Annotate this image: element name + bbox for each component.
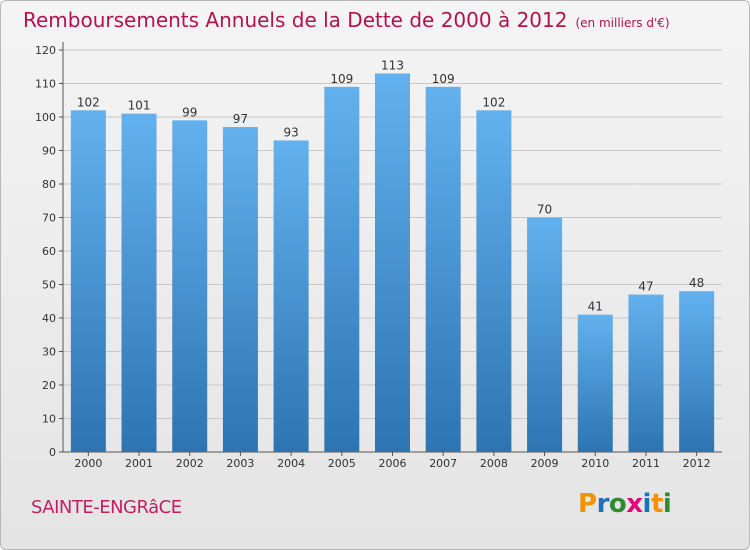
- bar-value-label: 70: [537, 203, 552, 217]
- axes: 0 10 20 30 40 50 60 70 80 90 100 110 120 2000 2001 2002…: [35, 42, 722, 470]
- y-tick-label: 0: [49, 446, 56, 459]
- logo-letter: o: [608, 489, 627, 519]
- y-tick-label: 60: [42, 245, 56, 258]
- y-tick-label: 120: [35, 44, 56, 57]
- x-tick-label: 2008: [480, 457, 508, 470]
- bar: [628, 294, 664, 452]
- bar-value-label: 101: [128, 99, 151, 113]
- bar-value-label: 102: [77, 95, 100, 109]
- bar: [324, 86, 360, 452]
- bar-value-label: 48: [689, 276, 704, 290]
- bar: [273, 140, 309, 452]
- y-tick-label: 10: [42, 413, 56, 426]
- bar: [527, 217, 563, 452]
- commune-name: SAINTE-ENGRâCE: [31, 497, 182, 518]
- y-tick-label: 100: [35, 111, 56, 124]
- x-tick-label: 2010: [581, 457, 609, 470]
- y-tick-label: 70: [42, 212, 56, 225]
- x-tick-label: 2003: [226, 457, 254, 470]
- bar: [577, 314, 613, 452]
- bar-value-label: 113: [381, 58, 404, 72]
- logo-letter: i: [642, 489, 652, 519]
- y-tick-label: 110: [35, 78, 56, 91]
- bar: [172, 120, 208, 452]
- bar-value-label: 97: [233, 112, 248, 126]
- bar-value-label: 99: [182, 105, 197, 119]
- bars: [70, 73, 715, 453]
- y-tick-label: 80: [42, 178, 56, 191]
- bar: [425, 86, 461, 452]
- logo-letter: r: [596, 489, 610, 519]
- logo-letter: x: [626, 489, 643, 519]
- x-tick-label: 2002: [176, 457, 204, 470]
- bar: [222, 127, 258, 453]
- x-tick-label: 2007: [429, 457, 457, 470]
- proxiti-logo[interactable]: Proxiti: [578, 489, 672, 519]
- x-tick-label: 2009: [531, 457, 559, 470]
- chart-title: Remboursements Annuels de la Dette de 20…: [23, 8, 670, 32]
- x-tick-label: 2001: [125, 457, 153, 470]
- y-tick-label: 50: [42, 279, 56, 292]
- data-labels: 102 101 99 97 93 109 113 109 102 70 41 47 48: [77, 58, 704, 313]
- bar-value-label: 93: [283, 125, 298, 139]
- logo-letter: t: [650, 489, 663, 519]
- bar-value-label: 109: [432, 72, 455, 86]
- bar-value-label: 41: [588, 300, 603, 314]
- logo-letter: i: [662, 489, 672, 519]
- bar: [679, 291, 715, 452]
- chart-title-text: Remboursements Annuels de la Dette de 20…: [23, 8, 568, 32]
- bar-value-label: 47: [638, 280, 653, 294]
- bar: [476, 110, 512, 453]
- bar: [70, 110, 106, 453]
- x-tick-label: 2005: [328, 457, 356, 470]
- y-tick-label: 20: [42, 379, 56, 392]
- x-tick-label: 2000: [74, 457, 102, 470]
- chart-unit: (en milliers d'€): [575, 16, 670, 30]
- y-tick-label: 30: [42, 346, 56, 359]
- y-tick-label: 40: [42, 312, 56, 325]
- logo-letter: P: [578, 489, 597, 519]
- x-tick-label: 2012: [683, 457, 711, 470]
- bar: [375, 73, 410, 452]
- x-tick-label: 2006: [379, 457, 407, 470]
- bar-value-label: 109: [330, 72, 353, 86]
- y-tick-label: 90: [42, 145, 56, 158]
- bar-value-label: 102: [482, 95, 505, 109]
- bar: [121, 113, 157, 453]
- x-tick-label: 2011: [632, 457, 660, 470]
- x-tick-label: 2004: [277, 457, 305, 470]
